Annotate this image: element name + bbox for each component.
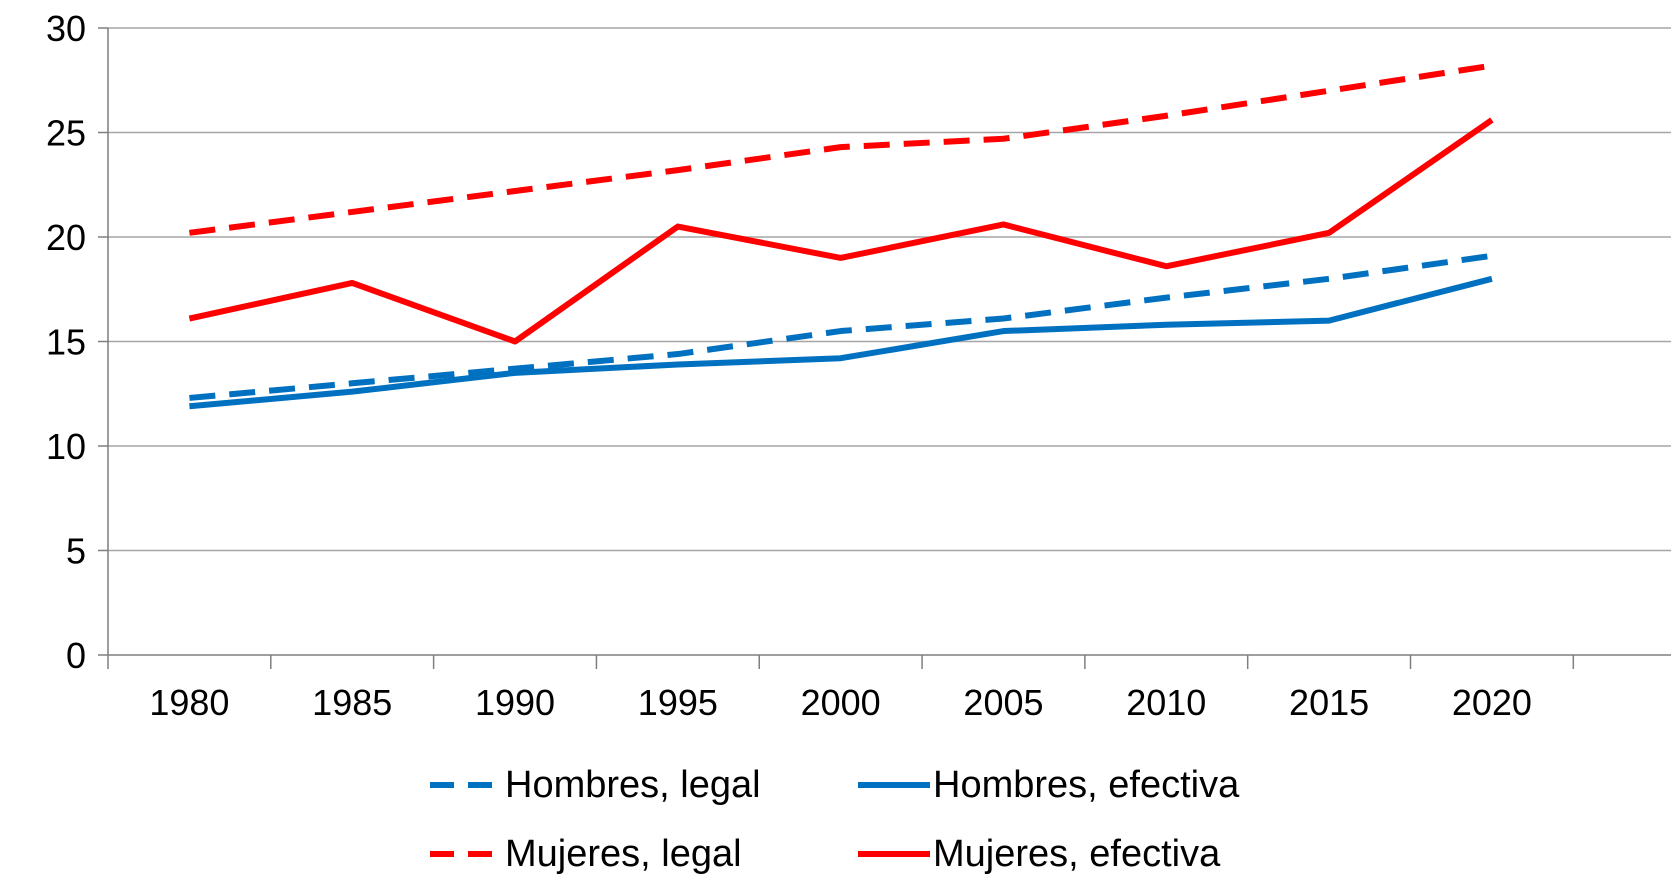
axes: 0 5 10 15 20 25 30 1980 1985 1990 1995 2000 2005 2010… xyxy=(46,8,1671,723)
x-tick-label: 1980 xyxy=(149,682,229,723)
series-line-hombres-legal xyxy=(189,252,1493,401)
y-tick-label: 25 xyxy=(46,113,86,154)
y-tick-label: 10 xyxy=(46,426,86,467)
series-line-mujeres-efectiva xyxy=(188,117,1494,345)
legend-item-mujeres-legal: Mujeres, legal xyxy=(430,833,742,875)
x-tick-label: 1995 xyxy=(638,682,718,723)
x-tick-label: 2010 xyxy=(1126,682,1206,723)
y-tick-label: 15 xyxy=(46,322,86,363)
legend-label: Hombres, legal xyxy=(505,764,761,806)
legend-item-hombres-legal: Hombres, legal xyxy=(430,764,761,806)
x-tick-label: 2015 xyxy=(1289,682,1369,723)
legend-label: Hombres, efectiva xyxy=(933,764,1240,806)
legend-item-mujeres-efectiva: Mujeres, efectiva xyxy=(858,833,1221,875)
series-lines xyxy=(188,62,1494,410)
y-tick-label: 0 xyxy=(66,635,86,676)
legend-item-hombres-efectiva: Hombres, efectiva xyxy=(858,764,1240,806)
series-line-hombres-efectiva xyxy=(189,275,1493,410)
y-tick-label: 5 xyxy=(66,531,86,572)
legend-label: Mujeres, legal xyxy=(505,833,742,875)
y-tick-label: 30 xyxy=(46,8,86,49)
legend: Hombres, legal Hombres, efectiva Mujeres, … xyxy=(430,764,1240,875)
x-tick-label: 1985 xyxy=(312,682,392,723)
x-tick-label: 2000 xyxy=(801,682,881,723)
gridlines xyxy=(108,27,1671,552)
series-line-mujeres-legal xyxy=(189,62,1493,236)
x-tick-label: 2020 xyxy=(1452,682,1532,723)
x-tick-label: 2005 xyxy=(963,682,1043,723)
legend-label: Mujeres, efectiva xyxy=(933,833,1221,875)
y-tick-label: 20 xyxy=(46,217,86,258)
x-tick-label: 1990 xyxy=(475,682,555,723)
